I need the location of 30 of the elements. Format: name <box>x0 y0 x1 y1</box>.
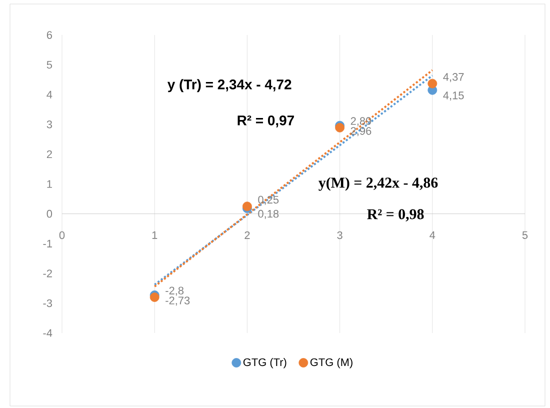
y-tick-label: 5 <box>46 60 52 69</box>
y-tick-label: 2 <box>46 150 52 158</box>
y-tick-label: -4 <box>43 329 52 337</box>
y-tick-label: 6 <box>46 31 52 39</box>
y-tick-label: 4 <box>46 90 52 98</box>
x-tick-label: 1 <box>152 231 158 239</box>
legend-label: GTG (Tr) <box>243 358 286 368</box>
x-tick-label: 5 <box>522 231 528 239</box>
y-tick-label: 1 <box>47 180 52 188</box>
x-tick-label: 3 <box>337 231 342 240</box>
y-tick-label: -2 <box>43 270 52 278</box>
data-label: -2,73 <box>166 296 190 306</box>
x-tick-label: 4 <box>430 231 436 239</box>
annotation: R² = 0,98 <box>367 209 424 222</box>
y-tick-label: 3 <box>46 120 52 128</box>
annotation: y (Tr) = 2,34x - 4,72 <box>167 79 292 92</box>
data-label: 4,15 <box>443 92 464 101</box>
x-tick-label: 0 <box>59 231 65 240</box>
x-tick-label: 2 <box>244 231 250 239</box>
y-tick-label: -3 <box>43 299 52 308</box>
data-label: -2,8 <box>166 286 184 296</box>
point <box>150 292 160 302</box>
data-label: 4,37 <box>443 73 464 82</box>
data-label: 0,18 <box>258 210 279 219</box>
y-tick-label: 0 <box>46 210 52 218</box>
annotation: R² = 0,97 <box>238 115 294 128</box>
annotation: y(M) = 2,42x - 4,86 <box>318 177 438 191</box>
y-tick-label: -1 <box>43 240 52 248</box>
point <box>428 78 438 88</box>
legend-label: GTG (M) <box>310 358 352 368</box>
